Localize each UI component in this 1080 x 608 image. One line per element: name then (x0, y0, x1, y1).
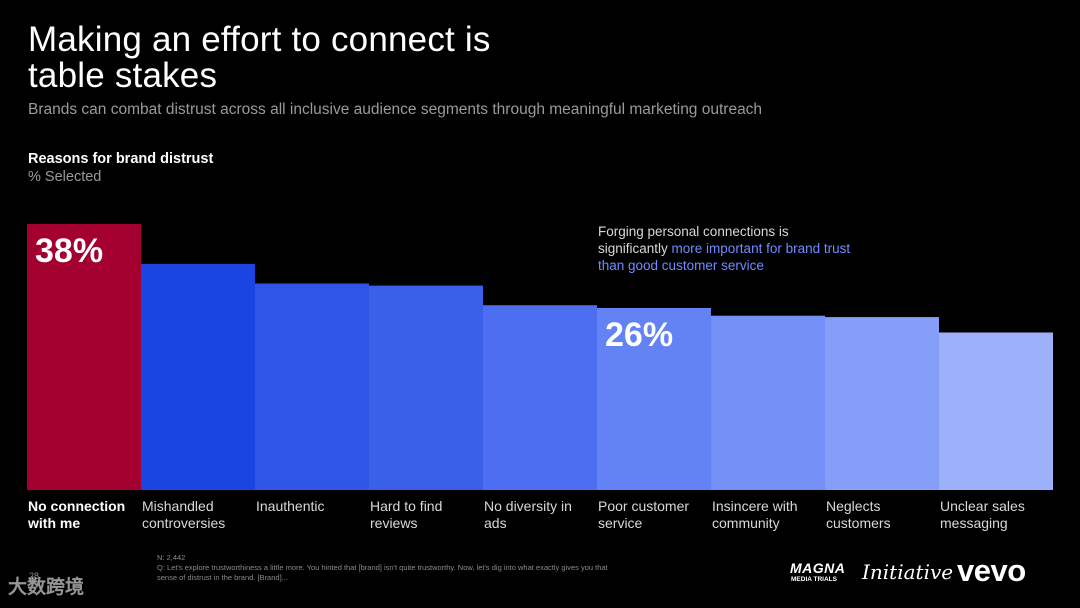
category-label-8: Unclear sales messaging (940, 498, 1025, 531)
category-label-1: Mishandled controversies (142, 498, 226, 531)
footnote-sample-size: N: 2,442 (157, 553, 186, 562)
page-number: 28 (29, 571, 40, 581)
bar-3 (369, 285, 483, 490)
slide-subtitle: Brands can combat distrust across all in… (28, 101, 763, 118)
category-label-7: Neglects customers (826, 498, 891, 531)
bar-4 (483, 305, 597, 490)
vevo-logo: vevo (957, 553, 1026, 588)
data-label-0: 38% (35, 232, 103, 270)
bar-7 (825, 317, 939, 490)
bar-2 (255, 283, 369, 490)
bar-6 (711, 315, 825, 490)
watermark: 大数跨境 (8, 577, 85, 598)
category-label-2: Inauthentic (256, 498, 325, 514)
bar-0 (27, 224, 141, 490)
category-label-0: No connection with me (28, 498, 126, 531)
bar-1 (141, 263, 255, 490)
callout-highlight: more important for brand trust than good… (598, 241, 851, 273)
bar-5 (597, 308, 711, 490)
callout-note: Forging personal connections is signific… (598, 223, 858, 274)
bar-8 (939, 332, 1053, 490)
magna-logo: MAGNA MEDIA TRIALS (790, 560, 846, 584)
callout-text: Forging personal connections is signific… (598, 224, 789, 256)
footnote: N: 2,442 Q: Let's explore trustworthines… (157, 553, 627, 583)
chart-title: Reasons for brand distrust (28, 151, 214, 167)
category-label-5: Poor customer service (598, 498, 690, 531)
category-label-6: Insincere with community (712, 498, 798, 531)
category-label-3: Hard to find reviews (370, 498, 443, 531)
slide-title: Making an effort to connect is table sta… (28, 20, 491, 95)
data-label-5: 26% (605, 316, 673, 354)
magna-logo-wordmark: MAGNA (790, 560, 846, 576)
initiative-logo: Initiative (862, 560, 954, 584)
footnote-question: Q: Let's explore trustworthiness a littl… (157, 563, 608, 582)
category-label-4: No diversity in ads (484, 498, 572, 531)
chart-unit-label: % Selected (28, 169, 102, 185)
magna-logo-tagline: MEDIA TRIALS (791, 576, 837, 583)
